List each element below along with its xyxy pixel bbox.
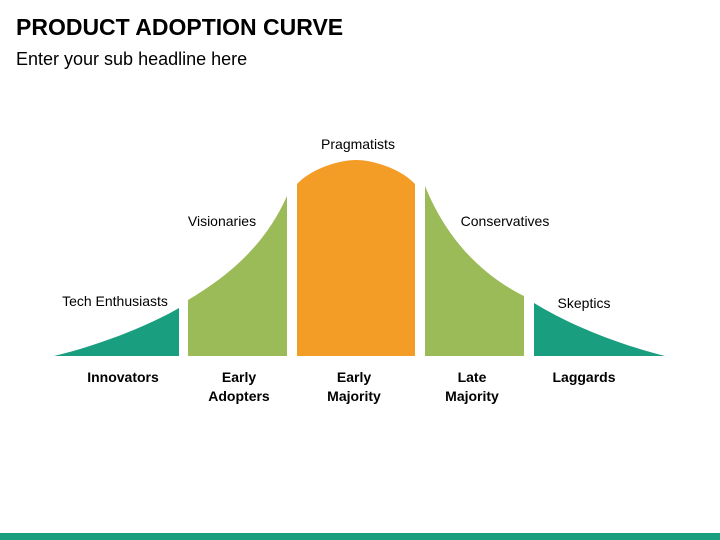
category-label-late-majority-line2: Majority [445,388,499,404]
segment-label-innovators: Tech Enthusiasts [62,293,168,309]
footer-bar [0,533,720,540]
segment-shape-early-majority [297,160,415,356]
segment-label-laggards: Skeptics [558,295,611,311]
segment-label-early-majority: Pragmatists [321,136,395,152]
segment-label-late-majority: Conservatives [461,213,550,229]
segment-shape-laggards [534,303,665,356]
page-subtitle: Enter your sub headline here [16,49,248,69]
category-label-innovators: Innovators [87,369,159,385]
segment-label-early-adopters: Visionaries [188,213,256,229]
segment-shape-innovators [54,308,179,356]
category-label-early-majority-line2: Majority [327,388,381,404]
segment-shape-early-adopters [188,196,287,356]
category-label-late-majority-line1: Late [458,369,487,385]
category-label-early-adopters-line1: Early [222,369,256,385]
segment-shape-late-majority [425,186,524,356]
category-label-laggards: Laggards [552,369,615,385]
category-label-early-adopters-line2: Adopters [208,388,270,404]
category-label-early-majority-line1: Early [337,369,371,385]
page-title: PRODUCT ADOPTION CURVE [16,14,344,40]
